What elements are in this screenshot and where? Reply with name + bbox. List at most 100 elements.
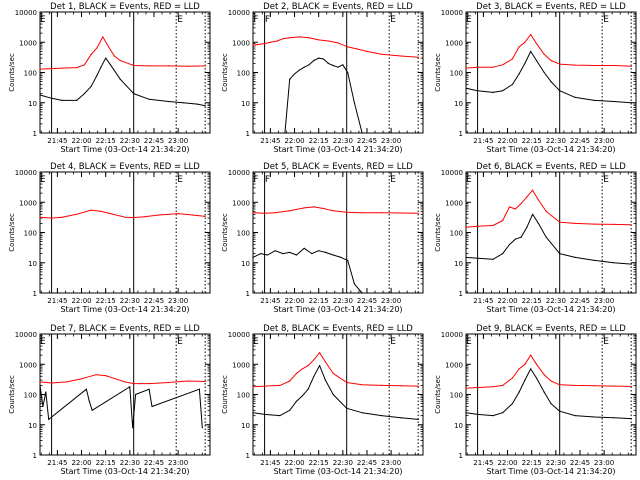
y-tick-label: 1	[459, 290, 463, 298]
data-point-events	[109, 64, 112, 66]
data-point-events	[284, 132, 286, 134]
marker-letter: E	[466, 337, 472, 347]
data-point-lld	[574, 384, 576, 386]
y-tick-label: 100	[24, 392, 37, 400]
marker-letter: E	[40, 337, 46, 347]
series-line-events	[252, 365, 419, 420]
panel-title: Det 3, BLACK = Events, RED = LLD	[476, 2, 626, 12]
x-tick-label: 22:45	[144, 459, 164, 467]
series-line-lld	[39, 209, 206, 219]
data-point-lld	[76, 67, 78, 69]
data-point-lld	[313, 206, 315, 208]
data-point-events	[502, 90, 504, 92]
data-point-events	[337, 66, 339, 68]
data-point-events	[48, 418, 50, 420]
data-point-events	[266, 254, 269, 256]
marker-letter: E	[253, 337, 259, 347]
data-point-lld	[102, 36, 104, 38]
data-point-lld	[252, 44, 254, 46]
panel-det-8: Det 8, BLACK = Events, RED = LLD 1 10 100 10…	[221, 324, 424, 476]
data-point-lld	[61, 216, 63, 218]
series-line-lld	[252, 352, 419, 388]
y-tick-label: 1000	[19, 361, 37, 369]
y-tick-label: 1	[459, 130, 463, 138]
data-point-events	[293, 73, 296, 75]
data-point-events	[282, 253, 284, 255]
x-tick-label: 22:00	[71, 137, 91, 145]
data-point-lld	[39, 216, 41, 218]
data-point-events	[465, 412, 467, 414]
data-point-lld	[133, 217, 135, 219]
data-point-lld	[514, 208, 516, 210]
data-point-events	[90, 85, 92, 87]
data-point-events	[322, 58, 325, 60]
y-tick-label: 1000	[445, 39, 463, 47]
x-axis-label: Start Time (03-Oct-14 21:34:20)	[486, 467, 615, 476]
data-point-events	[511, 83, 513, 86]
data-point-events	[361, 132, 363, 134]
y-tick-label: 1	[33, 290, 37, 298]
data-point-events	[105, 57, 107, 59]
x-axis-label: Start Time (03-Oct-14 21:34:20)	[273, 305, 402, 314]
data-point-lld	[593, 223, 596, 225]
x-tick-label: 21:45	[47, 297, 67, 305]
data-point-events	[347, 71, 349, 74]
data-point-events	[303, 66, 305, 68]
data-point-events	[39, 94, 41, 96]
data-point-lld	[347, 46, 349, 48]
x-tick-label: 22:15	[522, 459, 542, 467]
plot-frame	[465, 333, 637, 456]
data-point-lld	[492, 224, 494, 227]
y-axis-label: Counts/sec	[221, 53, 229, 92]
data-point-events	[518, 73, 520, 75]
data-point-lld	[264, 385, 266, 387]
panel-title: Det 2, BLACK = Events, RED = LLD	[263, 2, 413, 12]
x-tick-label: 22:00	[71, 459, 91, 467]
data-point-events	[301, 395, 303, 397]
x-tick-label: 23:00	[168, 297, 188, 305]
data-point-lld	[417, 212, 419, 214]
data-point-lld	[109, 213, 112, 215]
x-tick-label: 22:45	[570, 137, 590, 145]
data-point-events	[88, 400, 90, 402]
data-point-lld	[124, 216, 126, 218]
data-point-events	[514, 238, 516, 240]
x-tick-label: 23:00	[594, 459, 614, 467]
data-point-events	[83, 93, 85, 95]
data-point-lld	[526, 196, 528, 198]
marker-letter: E	[177, 175, 183, 185]
data-point-events	[132, 427, 134, 429]
data-point-lld	[289, 210, 291, 212]
data-point-lld	[282, 38, 284, 40]
data-point-lld	[39, 381, 41, 383]
data-point-events	[318, 250, 320, 252]
panel-title: Det 4, BLACK = Events, RED = LLD	[50, 162, 200, 172]
y-tick-label: 10000	[228, 331, 250, 339]
data-point-events	[477, 413, 479, 415]
marker-letter: F	[265, 175, 270, 185]
data-point-lld	[192, 214, 194, 216]
data-point-events	[327, 62, 329, 64]
data-point-events	[511, 403, 513, 405]
data-point-lld	[574, 222, 576, 224]
data-point-events	[530, 50, 532, 53]
data-point-lld	[530, 33, 532, 36]
series-line-events	[465, 368, 632, 420]
data-point-events	[42, 405, 44, 408]
data-point-events	[151, 405, 153, 408]
x-tick-label: 23:00	[168, 137, 188, 145]
data-point-lld	[318, 39, 320, 41]
panel-det-6: Det 6, BLACK = Events, RED = LLD 1 10 100 10…	[434, 162, 637, 314]
data-point-events	[324, 251, 326, 253]
data-point-events	[264, 413, 266, 415]
data-point-events	[574, 415, 576, 417]
marker-letter: E	[466, 15, 472, 25]
data-point-lld	[380, 384, 383, 386]
plot-frame	[465, 171, 637, 294]
data-point-lld	[148, 383, 150, 385]
data-point-lld	[76, 213, 78, 215]
data-point-lld	[346, 381, 348, 384]
data-point-events	[340, 256, 342, 258]
data-point-events	[353, 102, 355, 104]
data-point-events	[303, 247, 305, 249]
